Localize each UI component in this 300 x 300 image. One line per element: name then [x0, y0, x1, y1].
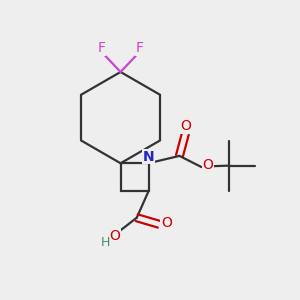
Text: O: O [180, 119, 191, 134]
Text: F: F [98, 41, 105, 56]
Text: F: F [136, 41, 144, 56]
Text: O: O [202, 158, 213, 172]
Text: H: H [101, 236, 110, 249]
Text: O: O [109, 229, 120, 243]
Text: O: O [161, 216, 172, 230]
Text: N: N [143, 150, 154, 164]
